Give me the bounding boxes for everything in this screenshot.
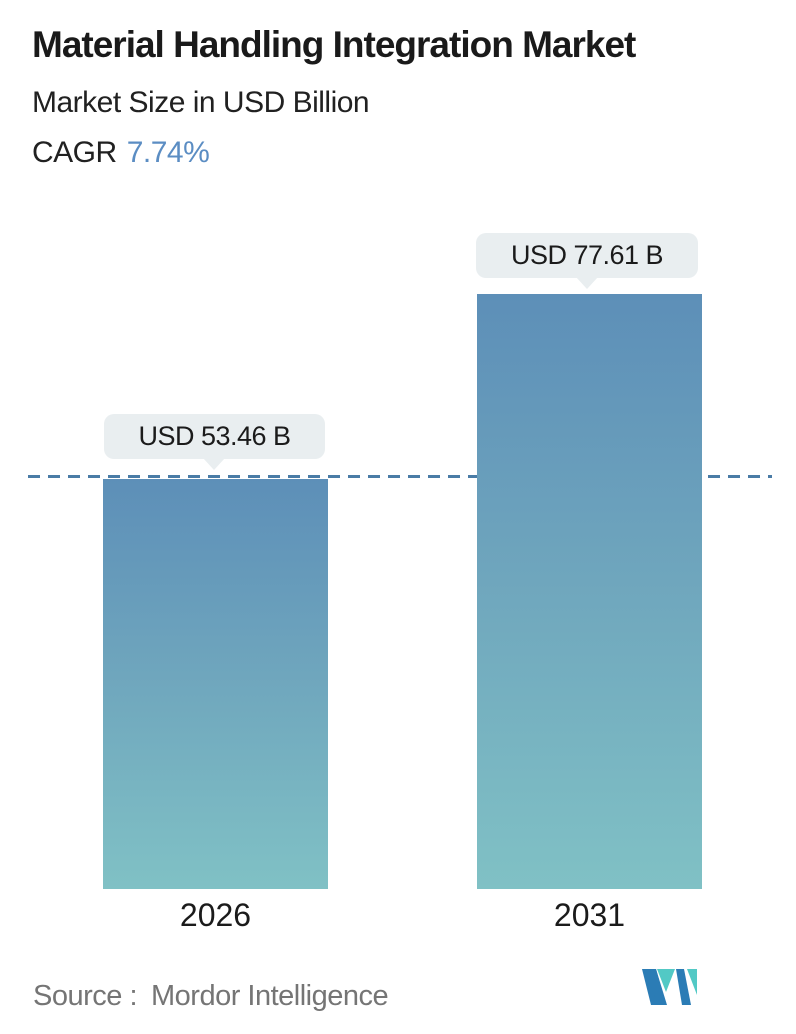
page-title: Material Handling Integration Market: [32, 24, 636, 65]
value-label-2026-pointer: [203, 458, 225, 470]
dashed-reference-line: [28, 475, 772, 478]
cagr-line: CAGR 7.74%: [32, 136, 210, 170]
chart-subtitle: Market Size in USD Billion: [32, 86, 370, 119]
cagr-value: 7.74%: [126, 136, 210, 169]
value-label-2026: USD 53.46 B: [104, 414, 325, 459]
value-label-2026-text: USD 53.46 B: [138, 421, 291, 451]
source-attribution: Source : Mordor Intelligence: [33, 980, 389, 1013]
cagr-label: CAGR: [32, 136, 117, 169]
bar-2031: [477, 294, 702, 889]
x-axis-label-2031: 2031: [553, 897, 626, 933]
mordor-intelligence-logo: [642, 969, 697, 1005]
source-value: Mordor Intelligence: [151, 980, 389, 1012]
bar-2026: [103, 479, 328, 889]
source-label: Source :: [33, 980, 138, 1012]
x-axis-label-2026: 2026: [179, 897, 252, 933]
value-label-2031-pointer: [576, 277, 598, 289]
value-label-2031-text: USD 77.61 B: [510, 240, 664, 270]
value-label-2031: USD 77.61 B: [476, 233, 698, 278]
